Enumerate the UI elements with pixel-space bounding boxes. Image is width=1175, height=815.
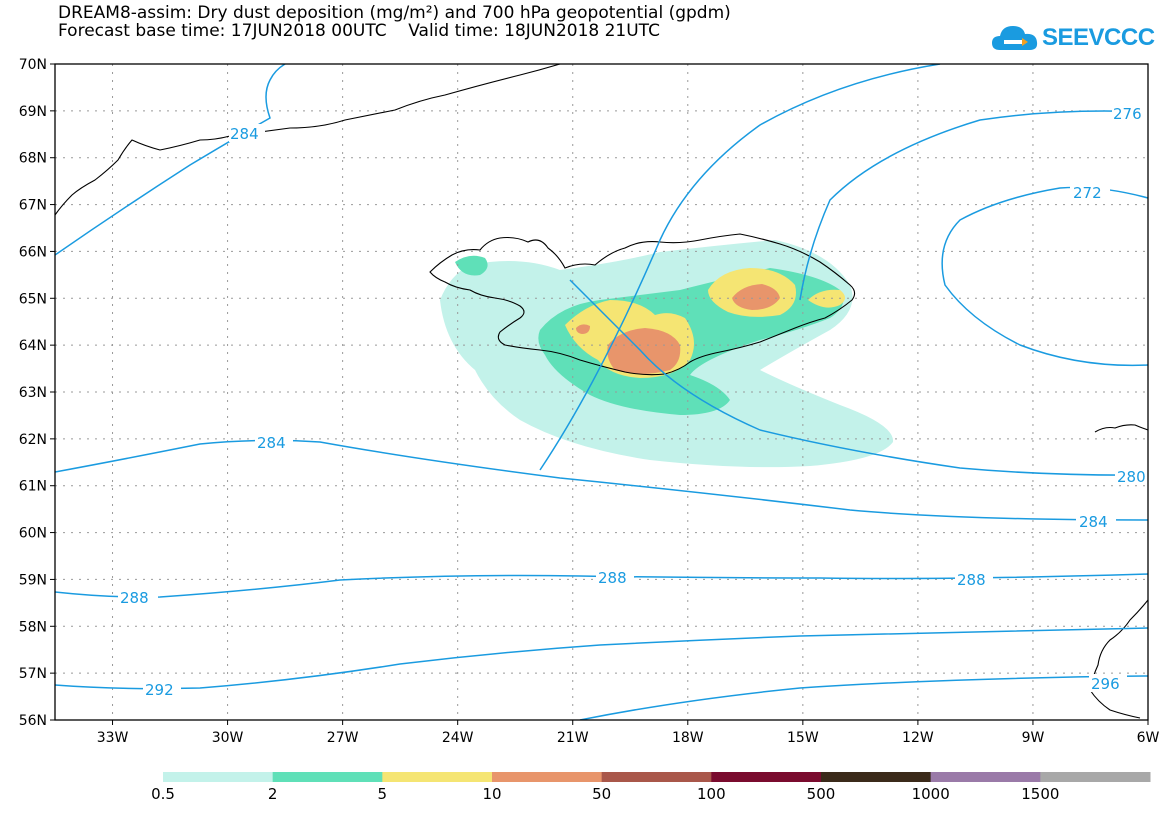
map-title: DREAM8-assim: Dry dust deposition (mg/m²… [58,3,731,23]
lat-label: 67N [19,198,47,214]
lon-label: 30W [212,730,244,746]
legend-label: 10 [482,785,502,803]
contour-label-284-east: 284 [1079,513,1108,531]
longitude-labels: 33W 30W 27W 24W 21W 18W 15W 12W 9W 6W [97,730,1160,746]
lon-label: 15W [787,730,819,746]
lon-label: 33W [97,730,129,746]
latitude-labels: 70N 69N 68N 67N 66N 65N 64N 63N 62N 61N 60N 59N 58N 5… [19,57,47,729]
dust-area-5-far-east [808,289,845,308]
legend-swatch [601,772,712,782]
contour-272 [941,186,1148,367]
greenland-coast [55,64,561,216]
geopotential-contours [55,64,1148,720]
lon-label: 21W [557,730,589,746]
lat-label: 68N [19,151,47,167]
lat-label: 64N [19,338,47,354]
cloud-icon [992,26,1038,50]
contour-label-288-west: 288 [120,589,149,607]
iceland-coast [429,233,856,376]
lat-label: 58N [19,619,47,635]
contour-label-284-north: 284 [230,125,259,143]
lat-label: 65N [19,291,47,307]
contour-label-280: 280 [1117,468,1146,486]
contour-292 [55,627,1148,690]
legend-label: 1000 [911,785,950,803]
lon-label: 18W [672,730,704,746]
dust-area-10-east [732,284,780,310]
lat-label: 59N [19,572,47,588]
legend-label: 5 [377,785,388,803]
contour-284-mid [55,439,1148,521]
coastlines [55,64,1148,719]
faroe-shetland-coast [1094,424,1148,433]
dust-area-2-nw [455,255,488,276]
legend-label: 50 [592,785,612,803]
legend-swatch [930,772,1041,782]
legend-swatch [711,772,822,782]
legend-colorbar [163,772,1151,782]
contour-288 [55,573,1148,598]
lon-label: 27W [327,730,359,746]
legend-swatch [382,772,493,782]
lat-label: 70N [19,57,47,73]
contour-276 [539,64,941,471]
graticule [55,64,1148,720]
lat-label: 60N [19,526,47,542]
legend-swatch [272,772,383,782]
lat-label: 56N [19,713,47,729]
lat-label: 57N [19,666,47,682]
legend-label: 2 [267,785,278,803]
legend-swatch [1040,772,1151,782]
legend-label: 500 [806,785,836,803]
legend-label: 1500 [1021,785,1060,803]
dust-area-10-small [576,324,590,334]
contour-label-284-west: 284 [257,434,286,452]
contour-label-288-center: 288 [598,569,627,587]
axis-ticks [50,63,1149,725]
lat-label: 62N [19,432,47,448]
legend-swatch [492,772,603,782]
lat-label: 61N [19,479,47,495]
contour-label-276: 276 [1113,105,1142,123]
logo-text: SEEVCCC [1042,24,1155,51]
lon-label: 24W [442,730,474,746]
map-subtitle: Forecast base time: 17JUN2018 00UTC Vali… [58,21,660,41]
seevccc-logo: SEEVCCC [990,18,1155,58]
legend-swatch [163,772,274,782]
contour-296 [579,675,1148,720]
lon-label: 9W [1022,730,1045,746]
contour-label-288-east: 288 [957,571,986,589]
contour-280 [569,279,1148,476]
lat-label: 63N [19,385,47,401]
lon-label: 6W [1137,730,1160,746]
contour-label-292: 292 [145,681,174,699]
contour-labels: 284 276 272 284 280 284 288 288 288 292 … [118,104,1148,699]
scotland-coast [1089,599,1148,719]
lat-label: 69N [19,104,47,120]
dust-area-10 [607,328,681,374]
dust-deposition-field [440,240,894,468]
contour-label-296: 296 [1091,675,1120,693]
legend-swatch [821,772,932,782]
contour-label-272: 272 [1073,184,1102,202]
lon-label: 12W [902,730,934,746]
contour-outer-east [799,110,1148,301]
legend-label: 0.5 [151,785,175,803]
lat-label: 66N [19,244,47,260]
legend-label: 100 [697,785,726,803]
